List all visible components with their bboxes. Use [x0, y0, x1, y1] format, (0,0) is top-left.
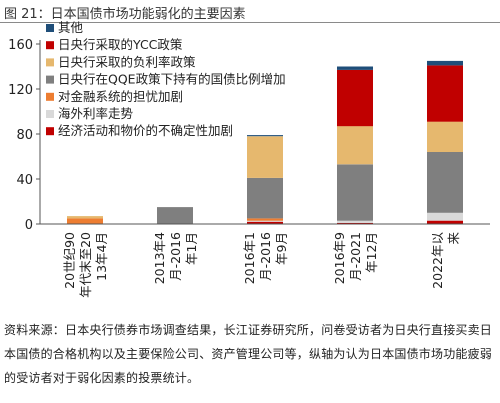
x-tick-label: 2022年以来 — [430, 232, 461, 289]
y-tick-label: 40 — [16, 173, 33, 188]
bar-segment-5-series-5 — [427, 121, 463, 152]
title-divider — [0, 22, 500, 23]
bar-segment-3-series-5 — [247, 136, 283, 178]
legend-label: 对金融系统的担忧加剧 — [58, 89, 183, 104]
legend-swatch — [46, 110, 54, 118]
y-tick-label: 160 — [8, 38, 33, 53]
legend-label: 经济活动和物价的不确定性加剧 — [58, 123, 233, 138]
x-tick-label: 2013年4 月-2016 年1月 — [152, 232, 199, 284]
x-tick-label-line: 2016年1 — [242, 232, 257, 284]
bar-segment-1-series-5 — [67, 216, 103, 219]
legend-swatch — [46, 58, 54, 67]
bar-segment-5-series-4 — [427, 152, 463, 213]
x-tick-label-line: 来 — [446, 232, 461, 245]
source-note: 资料来源：日本央行债券市场调查结果，长江证券研究所，问卷受访者为日央行直接买卖日… — [4, 323, 493, 385]
bar-segment-4-series-1 — [337, 222, 373, 224]
x-tick-label-line: 2013年4 — [152, 232, 167, 284]
bar-segment-1-series-3 — [67, 218, 103, 224]
bar-segment-2-series-4 — [157, 207, 193, 224]
legend-label: 海外利率走势 — [58, 106, 134, 121]
bar-segment-4-series-7 — [337, 66, 373, 70]
x-tick-label-line: 月-2021 — [348, 232, 363, 281]
legend-label: 其他 — [58, 20, 84, 35]
x-tick-label-line: 月-2016 — [258, 232, 273, 281]
bar-segment-4-series-2 — [337, 220, 373, 223]
bar-segment-5-series-2 — [427, 212, 463, 221]
x-tick-label-line: 年12月 — [364, 232, 379, 273]
x-tick-label-line: 13年4月 — [94, 232, 109, 281]
legend-swatch — [46, 92, 54, 101]
legend-swatch — [46, 75, 54, 84]
x-tick-label-line: 年代末至20 — [78, 232, 93, 298]
legend-swatch — [46, 24, 54, 32]
bar-segment-5-series-6 — [427, 65, 463, 122]
legend-label: 日央行在QQE政策下持有的国债比例增加 — [58, 72, 286, 87]
bar-segment-4-series-5 — [337, 126, 373, 165]
figure-title: 图 21：日本国债市场功能弱化的主要因素 — [4, 7, 246, 22]
x-tick-label-line: 2022年以 — [430, 232, 445, 289]
x-tick-label-line: 年9月 — [274, 232, 289, 265]
legend-label: 日央行采取的YCC政策 — [58, 37, 183, 52]
legend-label: 日央行采取的负利率政策 — [58, 54, 196, 69]
x-tick-label: 2016年9 月-2021 年12月 — [332, 232, 379, 284]
bar-segment-3-series-7 — [247, 135, 283, 137]
bar-segment-4-series-6 — [337, 69, 373, 127]
bar-segment-3-series-3 — [247, 218, 283, 221]
bar-segment-5-series-1 — [427, 220, 463, 224]
bar-segment-5-series-7 — [427, 60, 463, 66]
legend: 其他日央行采取的YCC政策日央行采取的负利率政策日央行在QQE政策下持有的国债比… — [46, 20, 286, 138]
y-tick-label: 80 — [16, 128, 33, 143]
x-tick-label: 20世纪90 年代末至20 13年4月 — [62, 232, 109, 298]
x-tick-label-line: 年1月 — [184, 232, 199, 265]
bars-layer — [67, 60, 463, 225]
bar-segment-4-series-4 — [337, 164, 373, 221]
bar-segment-3-series-2 — [247, 220, 283, 222]
legend-swatch — [46, 41, 54, 50]
x-tick-label-line: 2016年9 — [332, 232, 347, 284]
x-tick-label-line: 20世纪90 — [62, 232, 77, 289]
x-tick-label-line: 月-2016 — [168, 232, 183, 281]
x-tick-label: 2016年1 月-2016 年9月 — [242, 232, 289, 284]
bar-segment-3-series-1 — [247, 221, 283, 225]
y-tick-label: 0 — [25, 218, 33, 233]
y-tick-label: 120 — [8, 83, 33, 98]
bar-segment-3-series-4 — [247, 177, 283, 219]
legend-swatch — [46, 127, 54, 136]
